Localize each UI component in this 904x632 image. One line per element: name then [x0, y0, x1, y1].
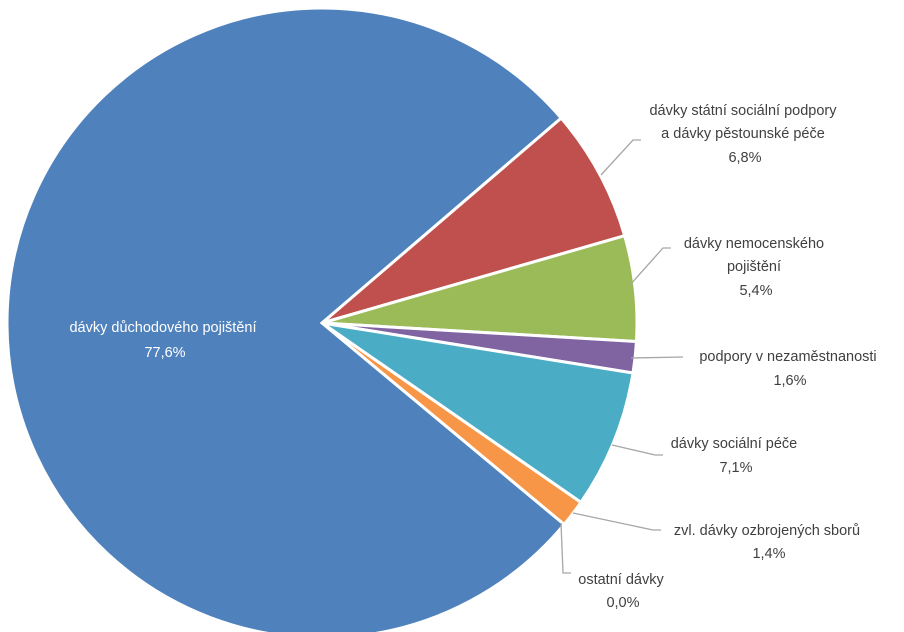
- data-label-sickness: dávky nemocenského pojištění 5,4%: [684, 236, 828, 299]
- data-label-unemployment: podpory v nezaměstnanosti 1,6%: [699, 349, 880, 389]
- leader-line-unemployment: [630, 356, 684, 359]
- data-labels: dávky důchodového pojištění 77,6% dávky …: [69, 103, 880, 611]
- data-label-armed-forces: zvl. dávky ozbrojených sborů 1,4%: [674, 523, 864, 562]
- pie-slices: [5, 6, 639, 632]
- leader-line-social-care: [611, 444, 663, 456]
- leader-line-state-social: [600, 139, 641, 176]
- leader-line-other: [560, 522, 571, 574]
- data-label-pension: dávky důchodového pojištění 77,6%: [69, 320, 260, 361]
- leader-line-sickness: [629, 247, 671, 286]
- pie-slice-pension: [5, 6, 567, 632]
- pie-slice-social-care: [321, 321, 635, 505]
- pie-slice-state-social: [321, 115, 627, 325]
- data-label-state-social: dávky státní sociální podpory a dávky pě…: [649, 103, 840, 166]
- data-label-social-care: dávky sociální péče 7,1%: [671, 436, 802, 476]
- data-label-other: ostatní dávky 0,0%: [578, 572, 667, 611]
- leader-lines: [560, 139, 684, 574]
- leader-line-armed-forces: [572, 512, 661, 531]
